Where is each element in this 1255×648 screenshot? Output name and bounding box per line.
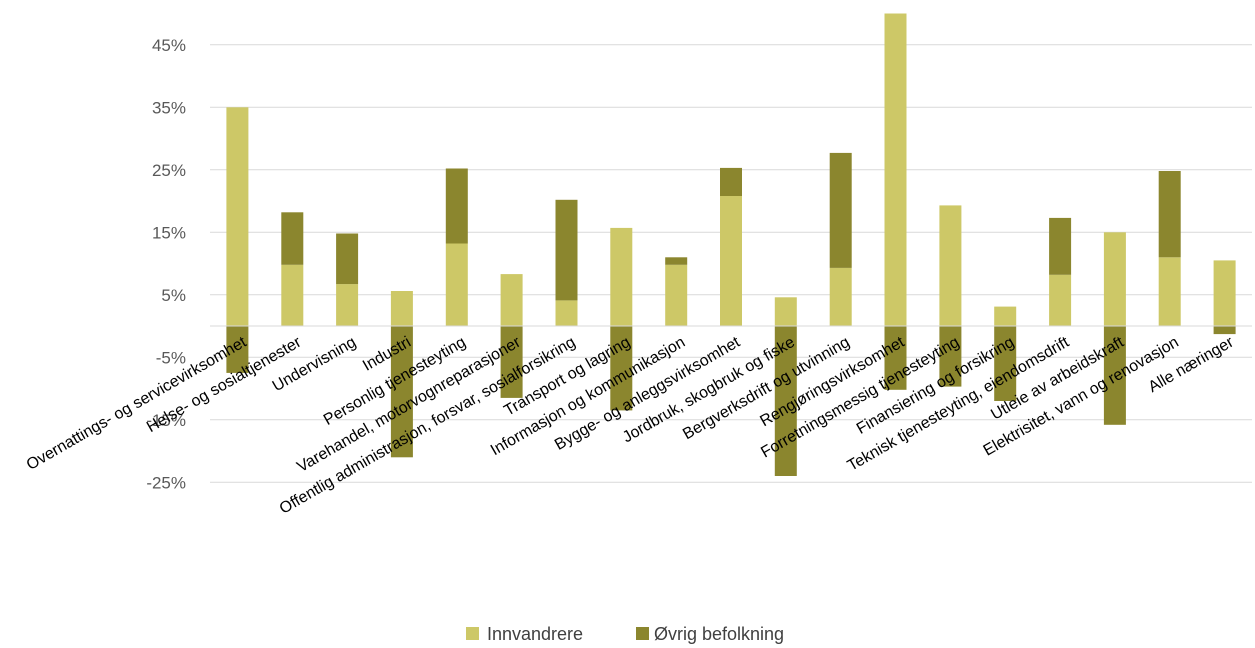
bar-innvandrere	[1103, 232, 1126, 327]
legend: Innvandrere Øvrig befolkning	[466, 624, 784, 644]
bar-innvandrere	[1158, 257, 1181, 327]
category-labels: Overnattings- og servicevirksomhetHelse-…	[24, 333, 1237, 517]
y-tick-label: 5%	[161, 286, 186, 305]
bar-innvandrere	[500, 274, 523, 326]
bar-ovrig-befolkning	[445, 168, 468, 244]
y-tick-label: 25%	[152, 161, 186, 180]
bar-innvandrere	[884, 13, 907, 326]
bar-ovrig-befolkning	[1158, 171, 1181, 258]
bar-ovrig-befolkning	[336, 233, 359, 285]
bar-ovrig-befolkning	[939, 326, 962, 387]
bar-ovrig-befolkning	[500, 326, 523, 398]
bar-ovrig-befolkning	[884, 326, 907, 390]
bar-innvandrere	[610, 227, 633, 326]
y-tick-label: 15%	[152, 223, 186, 242]
legend-swatch-ovrig-befolkning	[636, 627, 649, 640]
legend-label-innvandrere: Innvandrere	[487, 624, 583, 644]
bar-innvandrere	[390, 291, 413, 326]
bar-ovrig-befolkning	[1103, 326, 1126, 425]
bar-innvandrere	[720, 196, 742, 326]
bar-innvandrere	[1213, 260, 1236, 326]
y-axis-tick-labels: 45% 35% 25% 15% 5% -5% -15% -25%	[146, 36, 186, 493]
bar-innvandrere	[829, 267, 852, 326]
bar-innvandrere	[774, 297, 797, 327]
bar-innvandrere	[226, 107, 249, 327]
y-tick-label: 45%	[152, 36, 186, 55]
bar-ovrig-befolkning	[774, 326, 797, 476]
bar-innvandrere	[939, 205, 962, 326]
bar-ovrig-befolkning	[665, 257, 688, 265]
bar-ovrig-befolkning	[1213, 326, 1236, 335]
bar-ovrig-befolkning	[720, 167, 742, 196]
bar-ovrig-befolkning	[829, 152, 852, 268]
y-tick-label: -15%	[146, 411, 186, 430]
bar-ovrig-befolkning	[555, 199, 578, 301]
y-tick-label: -5%	[156, 348, 186, 367]
bar-ovrig-befolkning	[281, 212, 304, 265]
bars	[226, 13, 1236, 476]
y-tick-label: 35%	[152, 98, 186, 117]
bar-innvandrere	[1049, 274, 1072, 327]
category-label: Overnattings- og servicevirksomhet	[24, 333, 250, 473]
bar-innvandrere	[994, 306, 1017, 326]
legend-swatch-innvandrere	[466, 627, 479, 640]
bar-innvandrere	[281, 264, 304, 327]
bar-ovrig-befolkning	[390, 326, 413, 458]
bar-innvandrere	[445, 243, 468, 326]
y-tick-label: -25%	[146, 473, 186, 492]
bar-ovrig-befolkning	[1049, 217, 1072, 275]
bar-innvandrere	[336, 284, 359, 326]
legend-label-ovrig-befolkning: Øvrig befolkning	[654, 624, 784, 644]
bar-ovrig-befolkning	[610, 326, 633, 411]
bar-innvandrere	[665, 264, 688, 327]
bar-innvandrere	[555, 300, 578, 326]
bar-ovrig-befolkning	[226, 326, 249, 373]
bar-ovrig-befolkning	[994, 326, 1017, 401]
